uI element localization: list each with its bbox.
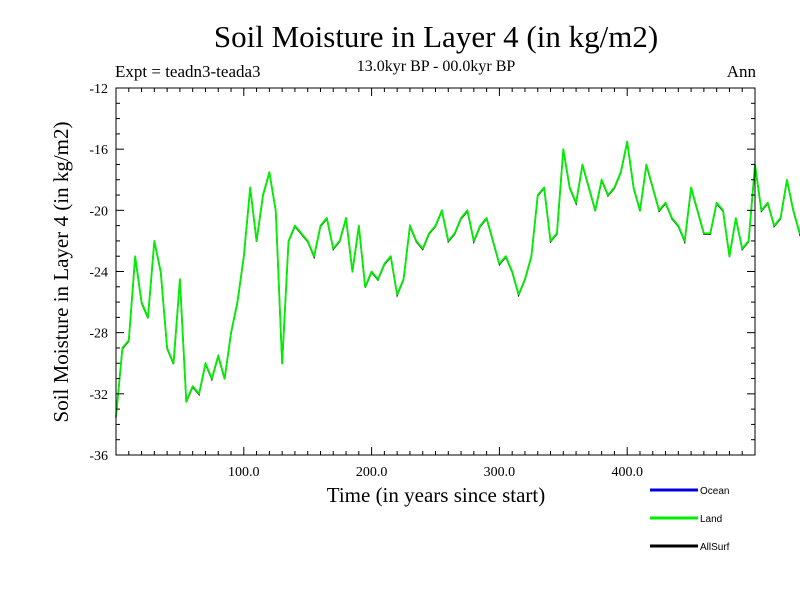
y-tick-label: -16 (89, 143, 108, 158)
experiment-label: Expt = teadn3-teada3 (115, 62, 261, 81)
y-tick-label: -24 (89, 266, 108, 281)
x-axis-label: Time (in years since start) (327, 483, 546, 507)
legend-label-ocean: Ocean (700, 486, 729, 497)
season-label: Ann (727, 62, 757, 81)
legend-label-land: Land (700, 514, 722, 525)
y-tick-label: -12 (89, 82, 108, 97)
y-tick-label: -20 (89, 204, 108, 219)
y-tick-label: -28 (89, 327, 108, 342)
chart-subtitle: 13.0kyr BP - 00.0kyr BP (357, 58, 516, 75)
y-axis-label: Soil Moisture in Layer 4 (in kg/m2) (49, 122, 73, 423)
y-tick-label: -32 (89, 388, 108, 403)
x-tick-label: 100.0 (228, 465, 260, 480)
x-tick-label: 300.0 (484, 465, 516, 480)
series-line-allsurf (115, 142, 800, 418)
y-axis: -36 -32 -28 -24 -20 -16 -12 (89, 82, 755, 464)
legend: Ocean Land AllSurf (650, 486, 730, 553)
legend-label-allsurf: AllSurf (700, 542, 730, 553)
plot-area (115, 140, 800, 418)
series-line-land (115, 140, 800, 417)
y-tick-label: -36 (89, 449, 108, 464)
x-axis: 100.0 200.0 300.0 400.0 (128, 88, 743, 480)
chart-title: Soil Moisture in Layer 4 (in kg/m2) (214, 19, 658, 54)
plot-frame (115, 87, 756, 456)
x-tick-label: 400.0 (611, 465, 643, 480)
x-tick-label: 200.0 (356, 465, 388, 480)
